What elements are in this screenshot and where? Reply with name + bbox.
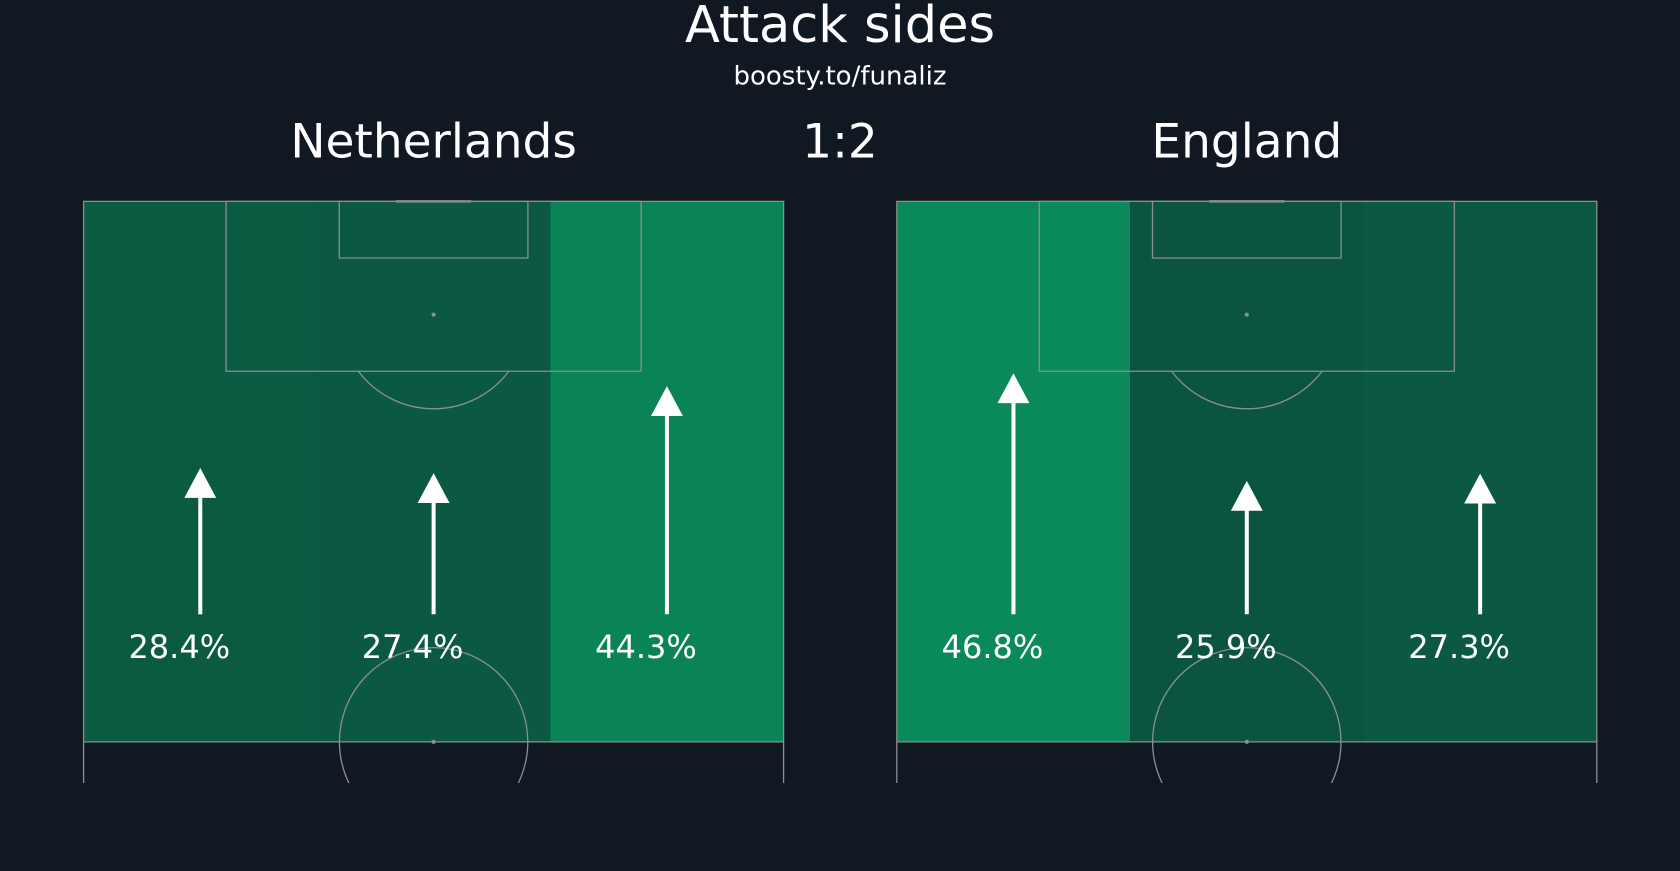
value-label: 44.3% [595,628,697,666]
pitch [897,201,1597,836]
center-spot [431,739,436,744]
center-circle [1153,648,1341,836]
arrow-head [184,468,217,498]
value-label: 46.8% [942,628,1044,666]
arrow-head [650,386,683,417]
center-spot [1244,739,1249,744]
penalty-spot [1244,312,1249,317]
pitch-lines [84,201,784,836]
arrow-head [997,373,1030,404]
subtitle: boosty.to/funaliz [733,62,946,92]
score: 1:2 [802,115,878,170]
pitch-lines [897,201,1597,836]
arrow-head [417,473,450,504]
title: Attack sides [685,0,995,55]
center-circle [339,648,527,836]
team-name: Netherlands [290,115,577,170]
zone [1130,201,1364,742]
penalty-arc [358,371,509,409]
value-label: 27.4% [362,628,464,666]
zone [316,201,551,742]
zone [1363,201,1597,742]
arrow-head [1464,473,1497,504]
penalty-spot [431,312,436,317]
arrow-head [1230,480,1263,511]
penalty-arc [1172,371,1323,409]
value-label: 25.9% [1175,628,1277,666]
pitch [84,201,784,836]
team-name: England [1151,115,1342,170]
value-label: 28.4% [128,628,230,666]
value-label: 27.3% [1408,628,1510,666]
